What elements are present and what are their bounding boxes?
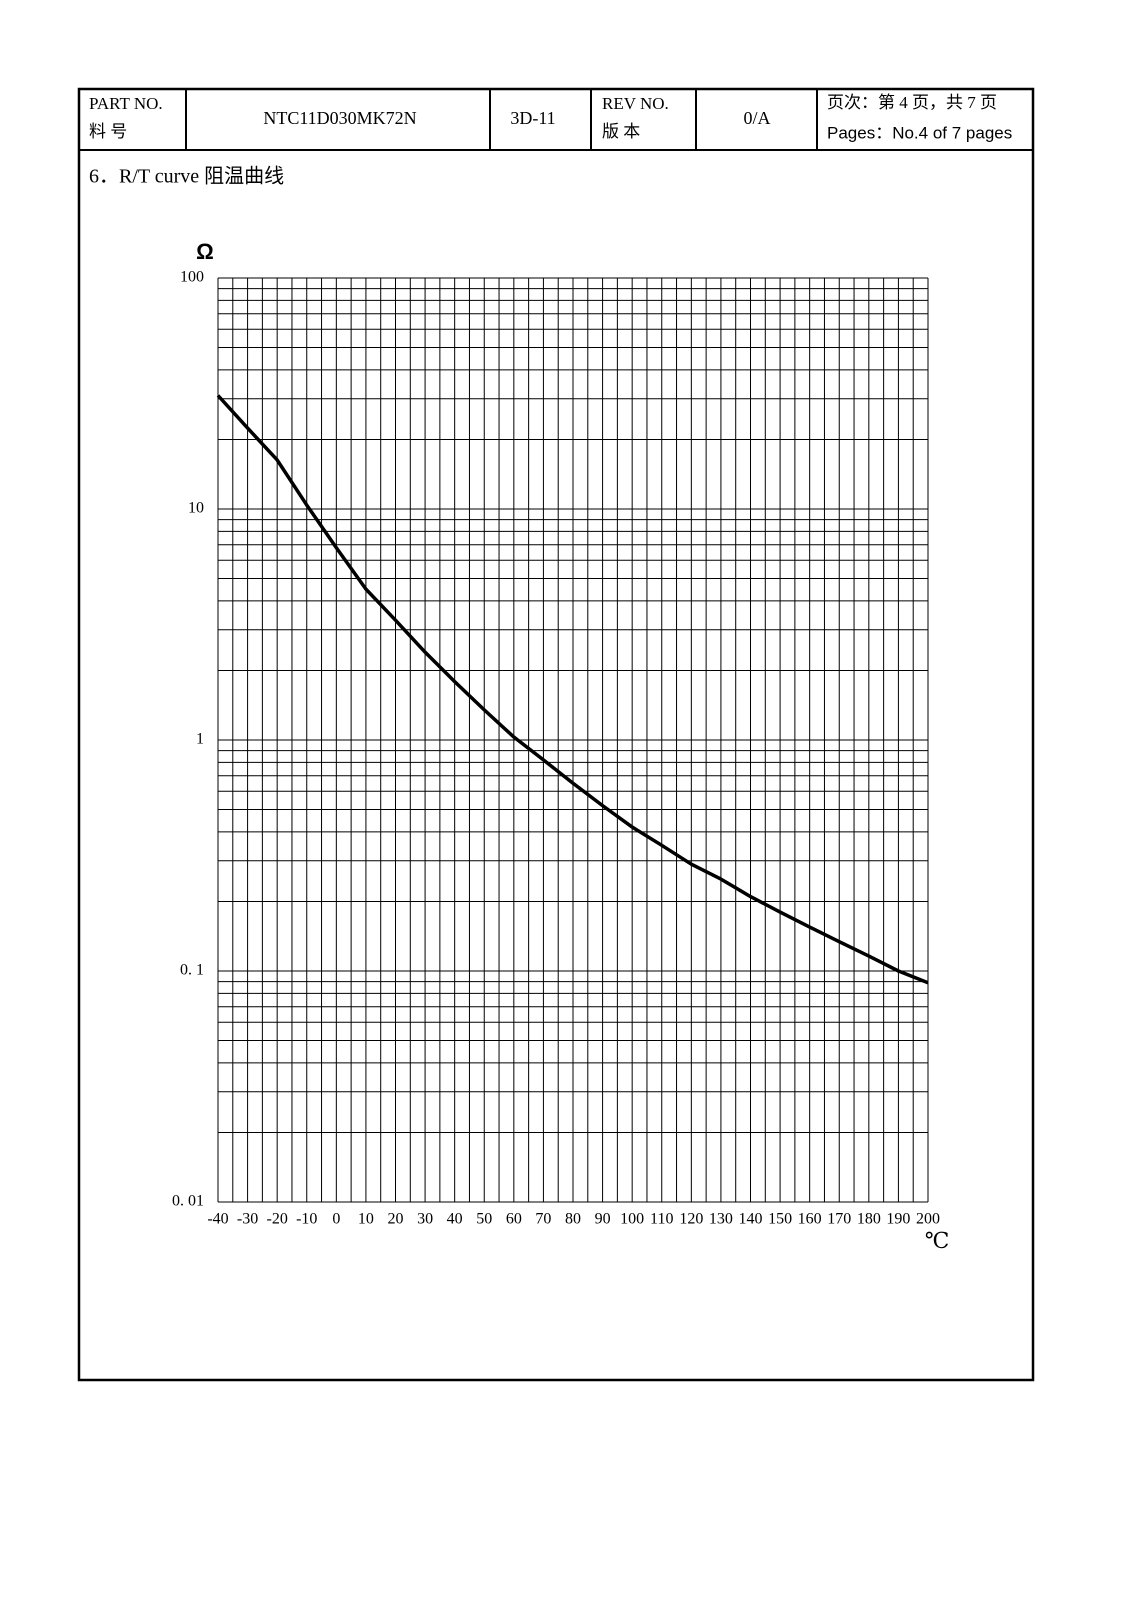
y-tick-label: 100 <box>180 269 204 286</box>
x-tick-label: 90 <box>595 1211 611 1228</box>
x-tick-label: 160 <box>798 1211 822 1228</box>
x-tick-label: -40 <box>207 1211 228 1228</box>
x-tick-label: 200 <box>916 1211 940 1228</box>
x-tick-label: 170 <box>827 1211 851 1228</box>
x-tick-label: 150 <box>768 1211 792 1228</box>
x-tick-label: 60 <box>506 1211 522 1228</box>
y-tick-label: 1 <box>196 731 204 748</box>
x-axis-label: ℃ <box>925 1228 950 1253</box>
pages-cn: 页次：第 4 页，共 7 页 <box>827 93 997 112</box>
part-no: NTC11D030MK72N <box>263 108 416 128</box>
x-tick-label: 180 <box>857 1211 881 1228</box>
part-no-label: PART NO. <box>89 94 163 113</box>
code: 3D-11 <box>510 108 555 128</box>
x-tick-label: 30 <box>417 1211 433 1228</box>
y-axis-label: Ω <box>196 239 214 264</box>
x-tick-label: 120 <box>679 1211 703 1228</box>
y-tick-label: 0. 1 <box>180 962 204 979</box>
x-tick-label: 140 <box>739 1211 763 1228</box>
pages-en: Pages：No.4 of 7 pages <box>827 123 1012 142</box>
x-tick-label: -10 <box>296 1211 317 1228</box>
rev-no: 0/A <box>744 108 771 128</box>
x-tick-label: 40 <box>447 1211 463 1228</box>
rev-no-label-cn: 版 本 <box>602 122 640 141</box>
y-tick-label: 0. 01 <box>172 1193 204 1210</box>
x-tick-label: 10 <box>358 1211 374 1228</box>
x-tick-label: 20 <box>388 1211 404 1228</box>
x-tick-label: 80 <box>565 1211 581 1228</box>
part-no-label-cn: 料 号 <box>89 122 127 141</box>
x-tick-label: -20 <box>267 1211 288 1228</box>
x-tick-label: 70 <box>535 1211 551 1228</box>
x-tick-label: 0 <box>332 1211 340 1228</box>
section-title: 6．R/T curve 阻温曲线 <box>89 165 284 188</box>
curve <box>216 394 929 985</box>
rev-no-label: REV NO. <box>602 94 669 113</box>
x-tick-label: 190 <box>886 1211 910 1228</box>
x-tick-label: 110 <box>650 1211 673 1228</box>
page-border <box>77 87 1035 1382</box>
x-tick-label: 100 <box>620 1211 644 1228</box>
x-tick-label: 50 <box>476 1211 492 1228</box>
y-tick-label: 10 <box>188 500 204 517</box>
x-tick-label: -30 <box>237 1211 258 1228</box>
x-tick-label: 130 <box>709 1211 733 1228</box>
